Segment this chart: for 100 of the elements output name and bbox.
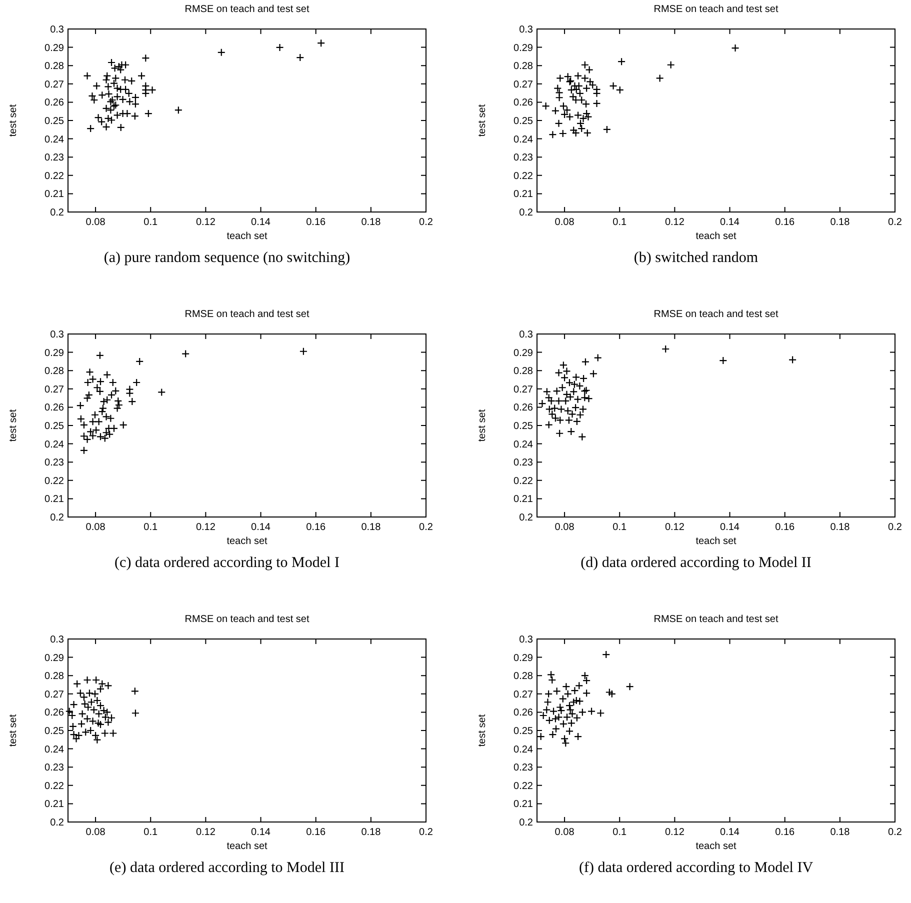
x-tick-label: 0.2 [888, 827, 902, 838]
y-tick-label: 0.3 [50, 634, 64, 646]
y-axis-title: test set [477, 714, 488, 747]
point [570, 698, 578, 706]
point [124, 89, 133, 98]
x-tick-label: 0.12 [664, 827, 685, 838]
point [562, 682, 570, 691]
point [84, 390, 93, 399]
x-tick-label: 0.12 [664, 522, 685, 533]
y-tick-label: 0.26 [44, 98, 64, 109]
y-tick-label: 0.28 [514, 671, 534, 682]
point [587, 707, 596, 716]
point [558, 129, 567, 138]
point [565, 727, 574, 736]
point [592, 89, 601, 98]
point [557, 706, 566, 715]
chart-title: RMSE on teach and test set [654, 4, 778, 15]
y-tick-label: 0.23 [514, 152, 534, 164]
point [552, 387, 561, 396]
point [100, 729, 109, 738]
point [88, 418, 97, 426]
point [617, 58, 626, 66]
x-axis-title: teach set [226, 841, 268, 852]
point [109, 729, 118, 738]
chart-title: RMSE on teach and test set [184, 4, 310, 15]
point [538, 399, 546, 408]
y-tick-label: 0.28 [44, 366, 64, 378]
point [122, 60, 130, 69]
x-tick-label: 0.14 [251, 217, 271, 228]
y-tick-label: 0.27 [44, 384, 64, 396]
point [132, 378, 141, 387]
point [574, 82, 583, 90]
y-tick-label: 0.27 [514, 384, 534, 396]
y-tick-label: 0.29 [514, 652, 534, 664]
y-tick-label: 0.27 [514, 79, 534, 90]
y-tick-label: 0.21 [44, 799, 64, 810]
point [114, 396, 122, 406]
point [80, 693, 88, 702]
point [86, 428, 95, 436]
point [559, 102, 568, 110]
y-tick-label: 0.2 [50, 208, 64, 218]
point [83, 72, 92, 80]
point [131, 709, 140, 718]
chart-title: RMSE on teach and test set [654, 309, 778, 320]
x-tick-label: 0.14 [251, 522, 271, 533]
text: (f) data ordered according to Model IV [578, 860, 814, 876]
point [581, 358, 590, 366]
y-tick-label: 0.28 [44, 671, 64, 682]
chart-title: RMSE on teach and test set [184, 614, 310, 625]
y-tick-label: 0.24 [44, 134, 64, 146]
point [104, 424, 113, 432]
point [578, 432, 586, 441]
point [602, 125, 611, 134]
x-tick-label: 0.12 [664, 217, 685, 228]
point [112, 74, 120, 82]
point [562, 106, 572, 114]
x-tick-label: 0.16 [306, 827, 326, 838]
point [559, 720, 568, 728]
point [570, 686, 579, 695]
point [556, 74, 564, 82]
y-tick-label: 0.22 [44, 780, 64, 792]
y-axis-title: test set [8, 104, 19, 137]
x-tick-label: 0.2 [419, 827, 434, 838]
point [107, 390, 116, 399]
point [608, 690, 616, 698]
point [102, 76, 110, 84]
point [106, 430, 114, 438]
point [103, 370, 112, 379]
point [544, 690, 553, 698]
point [542, 102, 550, 110]
point [73, 680, 82, 688]
point [572, 417, 581, 426]
point [788, 356, 797, 364]
point [112, 386, 120, 395]
y-tick-label: 0.25 [44, 116, 64, 127]
y-tick-label: 0.22 [44, 476, 64, 487]
x-tick-label: 0.16 [306, 217, 326, 228]
point [582, 100, 590, 108]
point [108, 378, 117, 387]
x-tick-label: 0.18 [361, 522, 382, 533]
point [90, 410, 100, 419]
point [616, 86, 624, 94]
point [731, 44, 740, 52]
point [558, 694, 567, 703]
point [576, 697, 584, 706]
x-tick-label: 0.2 [888, 522, 902, 533]
point [103, 72, 112, 80]
point [589, 370, 598, 378]
point [80, 700, 89, 708]
point [86, 368, 94, 376]
y-tick-label: 0.23 [44, 762, 64, 774]
point [137, 72, 146, 80]
y-tick-label: 0.29 [514, 348, 534, 359]
y-tick-label: 0.28 [44, 61, 64, 72]
point [82, 728, 90, 736]
point [662, 344, 670, 354]
y-axis-title: test set [477, 104, 488, 137]
x-tick-label: 0.1 [612, 522, 627, 533]
point [562, 396, 570, 406]
point [120, 76, 130, 84]
